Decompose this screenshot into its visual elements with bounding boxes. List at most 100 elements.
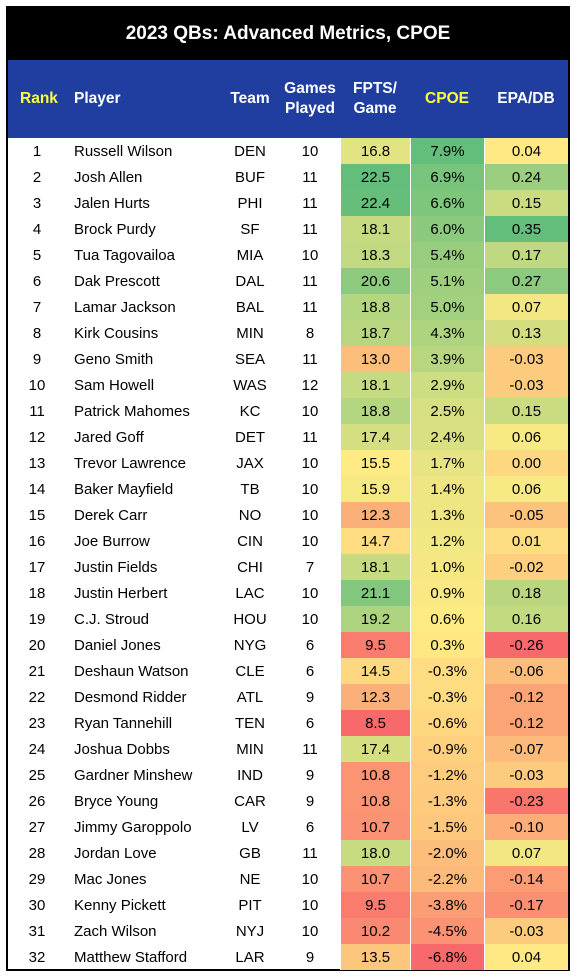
table-row: 14 Baker Mayfield TB 10 15.9 1.4% 0.06 [8, 476, 568, 502]
header-epa-db: EPA/DB [497, 90, 555, 107]
games-cell: 6 [305, 818, 315, 836]
games-cell: 10 [301, 454, 319, 472]
epa-cell: 0.07 [484, 840, 568, 866]
epa-cell: 0.13 [484, 320, 568, 346]
player-cell: C.J. Stroud [74, 610, 150, 628]
games-cell: 11 [302, 740, 318, 758]
cpoe-cell: 5.1% [410, 268, 484, 294]
player-cell: Lamar Jackson [74, 298, 176, 316]
player-cell: Zach Wilson [74, 922, 157, 940]
cpoe-cell: 5.4% [410, 242, 484, 268]
player-cell: Geno Smith [74, 350, 154, 368]
rank-cell: 3 [32, 194, 42, 212]
player-cell: Tua Tagovailoa [74, 246, 175, 264]
table-row: 27 Jimmy Garoppolo LV 6 10.7 -1.5% -0.10 [8, 814, 568, 840]
games-cell: 10 [301, 480, 319, 498]
rank-cell: 4 [32, 220, 42, 238]
team-cell: LAR [235, 948, 265, 966]
cpoe-cell: -0.6% [410, 710, 484, 736]
epa-cell: 0.15 [484, 190, 568, 216]
table-row: 4 Brock Purdy SF 11 18.1 6.0% 0.35 [8, 216, 568, 242]
rank-cell: 12 [28, 428, 46, 446]
fpts-cell: 18.0 [340, 840, 410, 866]
cpoe-cell: -4.5% [410, 918, 484, 944]
team-cell: BUF [235, 168, 265, 186]
table-row: 13 Trevor Lawrence JAX 10 15.5 1.7% 0.00 [8, 450, 568, 476]
games-cell: 10 [301, 896, 319, 914]
epa-cell: 0.17 [484, 242, 568, 268]
fpts-cell: 18.1 [340, 216, 410, 242]
team-cell: KC [239, 402, 261, 420]
cpoe-cell: 4.3% [410, 320, 484, 346]
player-cell: Brock Purdy [74, 220, 156, 238]
fpts-cell: 18.1 [340, 554, 410, 580]
team-cell: PHI [237, 194, 263, 212]
fpts-cell: 10.8 [340, 762, 410, 788]
games-cell: 9 [305, 688, 315, 706]
epa-cell: -0.03 [484, 918, 568, 944]
games-cell: 6 [305, 662, 315, 680]
epa-cell: 0.06 [484, 476, 568, 502]
player-cell: Russell Wilson [74, 142, 173, 160]
epa-cell: 0.18 [484, 580, 568, 606]
fpts-cell: 10.2 [340, 918, 410, 944]
epa-cell: 0.04 [484, 944, 568, 970]
games-cell: 7 [305, 558, 315, 576]
table-row: 9 Geno Smith SEA 11 13.0 3.9% -0.03 [8, 346, 568, 372]
cpoe-cell: 2.4% [410, 424, 484, 450]
player-cell: Baker Mayfield [74, 480, 174, 498]
fpts-cell: 12.3 [340, 502, 410, 528]
player-cell: Jalen Hurts [74, 194, 150, 212]
table-row: 7 Lamar Jackson BAL 11 18.8 5.0% 0.07 [8, 294, 568, 320]
player-cell: Gardner Minshew [74, 766, 193, 784]
player-cell: Joshua Dobbs [74, 740, 170, 758]
fpts-cell: 22.4 [340, 190, 410, 216]
rank-cell: 9 [32, 350, 42, 368]
fpts-cell: 8.5 [340, 710, 410, 736]
table-title: 2023 QBs: Advanced Metrics, CPOE [8, 8, 568, 60]
table-row: 15 Derek Carr NO 10 12.3 1.3% -0.05 [8, 502, 568, 528]
team-cell: LV [241, 818, 259, 836]
title-text: 2023 QBs: Advanced Metrics, CPOE [125, 23, 451, 44]
fpts-cell: 13.0 [340, 346, 410, 372]
table-row: 29 Mac Jones NE 10 10.7 -2.2% -0.14 [8, 866, 568, 892]
epa-cell: -0.02 [484, 554, 568, 580]
table-row: 10 Sam Howell WAS 12 18.1 2.9% -0.03 [8, 372, 568, 398]
team-cell: JAX [236, 454, 264, 472]
table-row: 20 Daniel Jones NYG 6 9.5 0.3% -0.26 [8, 632, 568, 658]
team-cell: MIN [236, 740, 264, 758]
rank-cell: 27 [28, 818, 46, 836]
fpts-cell: 10.7 [340, 814, 410, 840]
player-cell: Jared Goff [74, 428, 144, 446]
team-cell: MIA [236, 246, 264, 264]
cpoe-cell: -1.5% [410, 814, 484, 840]
team-cell: NYG [233, 636, 267, 654]
team-cell: LAC [235, 584, 265, 602]
team-cell: MIN [236, 324, 264, 342]
fpts-cell: 17.4 [340, 424, 410, 450]
team-cell: WAS [233, 376, 267, 394]
player-cell: Jimmy Garoppolo [74, 818, 192, 836]
fpts-cell: 18.3 [340, 242, 410, 268]
epa-cell: 0.16 [484, 606, 568, 632]
team-cell: ATL [236, 688, 264, 706]
table-row: 12 Jared Goff DET 11 17.4 2.4% 0.06 [8, 424, 568, 450]
header-team: Team [230, 90, 270, 107]
header-row: Rank Player Team Games Played FPTS/ Game… [8, 60, 568, 138]
team-cell: IND [237, 766, 263, 784]
rank-cell: 11 [29, 402, 45, 420]
player-cell: Joe Burrow [74, 532, 150, 550]
epa-cell: 0.15 [484, 398, 568, 424]
player-cell: Sam Howell [74, 376, 155, 394]
table-row: 2 Josh Allen BUF 11 22.5 6.9% 0.24 [8, 164, 568, 190]
fpts-cell: 18.7 [340, 320, 410, 346]
games-cell: 11 [302, 168, 318, 186]
cpoe-cell: 2.9% [410, 372, 484, 398]
table-row: 32 Matthew Stafford LAR 9 13.5 -6.8% 0.04 [8, 944, 568, 970]
games-cell: 11 [302, 194, 318, 212]
rank-cell: 18 [28, 584, 46, 602]
epa-cell: -0.06 [484, 658, 568, 684]
table-row: 8 Kirk Cousins MIN 8 18.7 4.3% 0.13 [8, 320, 568, 346]
rank-cell: 10 [28, 376, 46, 394]
games-cell: 10 [301, 142, 319, 160]
